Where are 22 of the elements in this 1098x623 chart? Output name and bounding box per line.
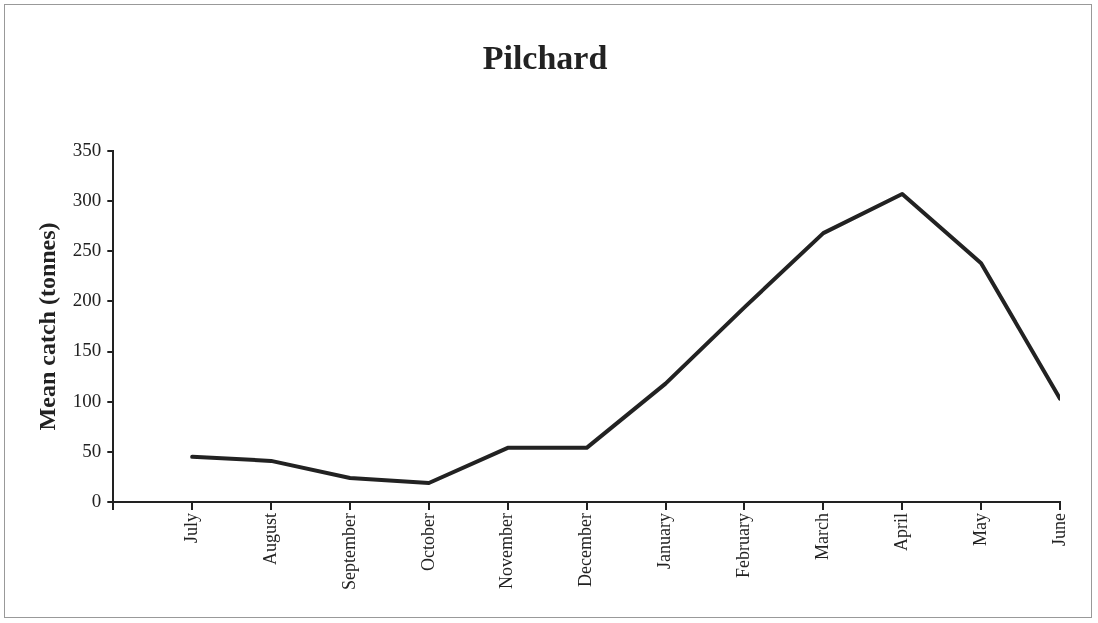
- x-tick-label: September: [338, 513, 359, 591]
- x-tick-label: October: [417, 513, 438, 572]
- x-tick-label: February: [733, 513, 754, 579]
- x-tick-label: December: [575, 513, 596, 587]
- x-tick-label: June: [1048, 513, 1069, 547]
- y-tick-label: 50: [82, 439, 102, 461]
- y-axis-title: Mean catch (tonnes): [33, 222, 60, 431]
- x-tick-label: May: [969, 513, 990, 547]
- x-tick-label: January: [654, 513, 675, 570]
- y-tick-label: 0: [91, 490, 102, 512]
- chart-title: Pilchard: [482, 39, 608, 77]
- x-tick-label: March: [812, 513, 833, 561]
- y-tick-label: 100: [72, 389, 102, 411]
- y-tick-label: 300: [72, 188, 102, 210]
- y-tick-label: 350: [72, 138, 102, 160]
- y-tick-label: 250: [72, 239, 102, 261]
- y-tick-label: 150: [72, 339, 102, 361]
- x-tick-label: July: [180, 513, 201, 544]
- x-tick-label: August: [259, 513, 280, 566]
- x-tick-label: April: [890, 513, 911, 552]
- x-tick-label: November: [496, 513, 517, 590]
- y-tick-label: 200: [72, 289, 102, 311]
